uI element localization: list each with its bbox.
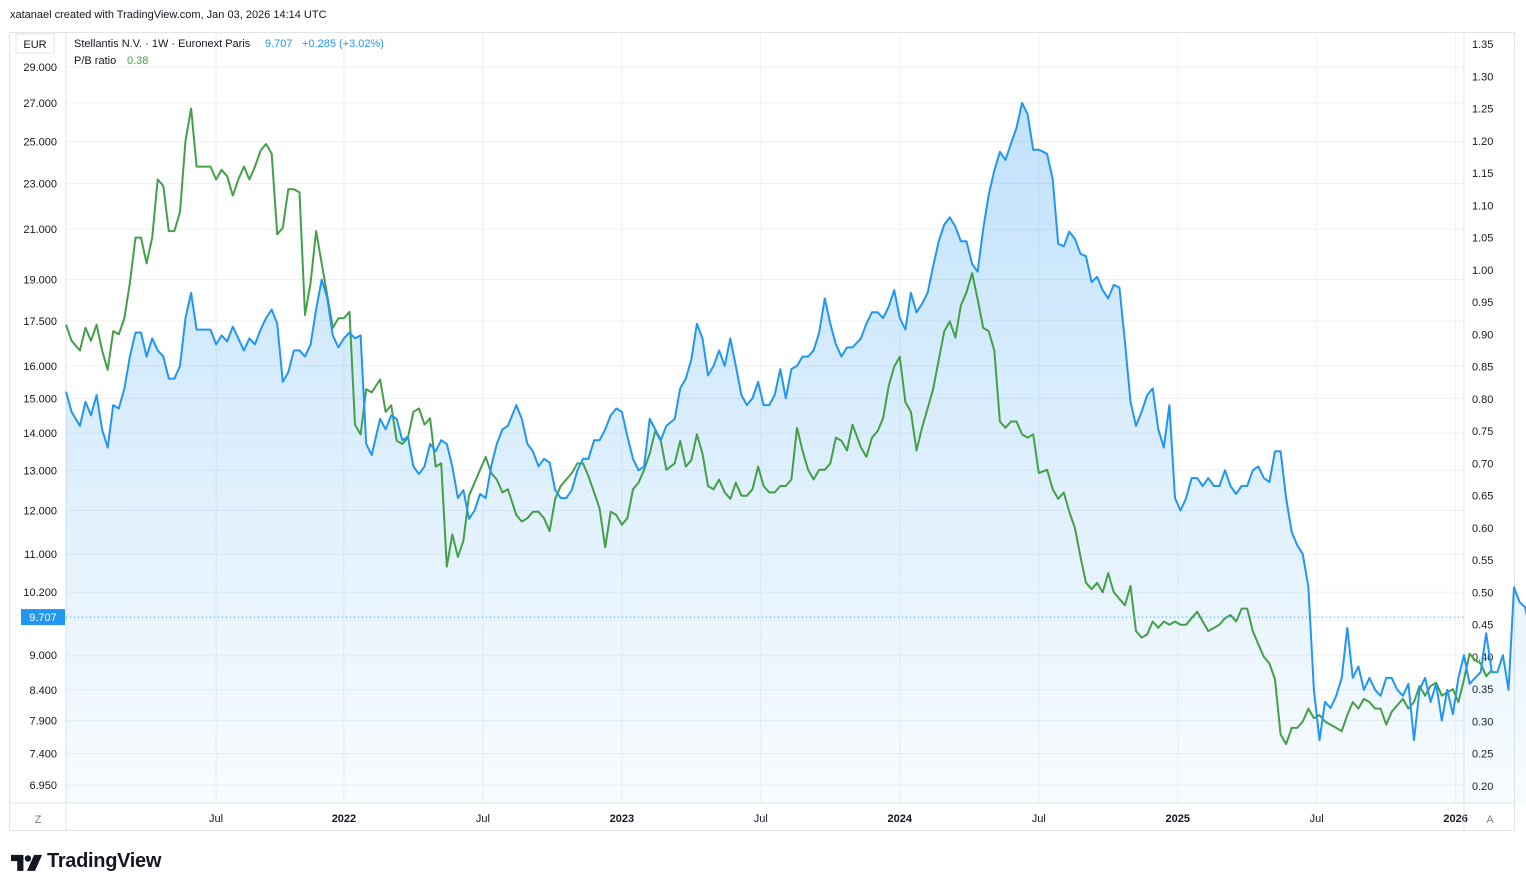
- x-axis-tick-label: 2022: [332, 813, 356, 825]
- left-axis-tick-label: 7.900: [29, 716, 57, 728]
- corner-left-label: Z: [35, 814, 42, 826]
- series-layer: [65, 101, 1526, 803]
- tradingview-logo-text: TradingView: [47, 850, 162, 872]
- tradingview-logo[interactable]: TradingView: [11, 850, 161, 873]
- currency-label: EUR: [23, 39, 46, 51]
- right-axis-tick-label: 0.70: [1472, 458, 1493, 470]
- x-axis-tick-label: 2023: [610, 813, 634, 825]
- x-axis-tick-label: Jul: [209, 813, 223, 825]
- right-axis-tick-label: 1.30: [1472, 71, 1493, 83]
- legend-price: 9.707: [265, 38, 293, 50]
- right-axis-tick-label: 1.25: [1472, 104, 1493, 116]
- label-layer: 9.707: [21, 609, 1464, 626]
- x-axis-tick-label: Jul: [1032, 813, 1046, 825]
- right-axis-tick-label: 1.10: [1472, 200, 1493, 212]
- right-axis-tick-label: 0.80: [1472, 394, 1493, 406]
- left-axis-tick-label: 27.000: [23, 98, 57, 110]
- right-axis-tick-label: 0.45: [1472, 620, 1493, 632]
- left-axis-tick-label: 15.000: [23, 393, 57, 405]
- right-axis-tick-label: 0.50: [1472, 587, 1493, 599]
- x-axis-tick-label: 2025: [1165, 813, 1189, 825]
- x-axis-tick-label: 2026: [1443, 813, 1467, 825]
- last-price-badge: [21, 609, 65, 626]
- auto-scale-button[interactable]: A: [1486, 814, 1494, 826]
- left-axis-tick-label: 9.000: [29, 650, 57, 662]
- left-axis-tick-label: 25.000: [23, 137, 57, 149]
- legend-change: +0.285 (+3.02%): [302, 38, 384, 50]
- right-axis-tick-label: 0.60: [1472, 523, 1493, 535]
- x-axis-tick-label: Jul: [754, 813, 768, 825]
- left-axis-tick-label: 17.500: [23, 316, 57, 328]
- currency-box[interactable]: EUR: [15, 33, 55, 54]
- corner-right-label: A: [1486, 814, 1494, 826]
- right-axis-tick-label: 0.85: [1472, 362, 1493, 374]
- timezone-button[interactable]: Z: [35, 814, 42, 826]
- left-axis-tick-label: 7.400: [29, 748, 57, 760]
- left-axis-tick-label: 6.950: [29, 780, 57, 792]
- left-axis-tick-label: 23.000: [23, 179, 57, 191]
- left-axis-tick-label: 19.000: [23, 275, 57, 287]
- left-axis-tick-label: 10.200: [23, 587, 57, 599]
- tradingview-logo-icon: [11, 854, 43, 871]
- legend-pb-value: 0.38: [127, 55, 148, 67]
- right-axis-tick-label: 1.20: [1472, 136, 1493, 148]
- right-axis-tick-label: 0.65: [1472, 491, 1493, 503]
- right-axis-tick-label: 0.95: [1472, 297, 1493, 309]
- left-axis-tick-label: 13.000: [23, 465, 57, 477]
- x-axis-tick-label: 2024: [888, 813, 913, 825]
- legend: Stellantis N.V. · 1W · Euronext Paris 9.…: [74, 38, 384, 67]
- left-axis-tick-label: 16.000: [23, 361, 57, 373]
- left-axis-tick-label: 8.400: [29, 685, 57, 697]
- right-axis-tick-label: 0.90: [1472, 329, 1493, 341]
- x-axis-tick-label: Jul: [476, 813, 490, 825]
- price-area-fill: [66, 102, 1526, 803]
- right-axis-tick-label: 1.35: [1472, 39, 1493, 51]
- legend-pb-label: P/B ratio: [74, 55, 116, 67]
- right-axis-tick-label: 1.00: [1472, 265, 1493, 277]
- left-axis-tick-label: 14.000: [23, 428, 57, 440]
- right-axis-tick-label: 0.55: [1472, 555, 1493, 567]
- x-axis-tick-label: Jul: [1310, 813, 1324, 825]
- legend-symbol: Stellantis N.V. · 1W · Euronext Paris: [74, 38, 251, 50]
- left-axis-tick-label: 11.000: [24, 549, 57, 561]
- right-axis-tick-label: 1.05: [1472, 233, 1493, 245]
- left-axis-tick-label: 21.000: [23, 224, 57, 236]
- price-line: [65, 101, 1526, 742]
- right-axis-tick-label: 1.15: [1472, 168, 1493, 180]
- left-axis-tick-label: 12.000: [23, 505, 57, 517]
- pb-ratio-line: [65, 107, 1493, 746]
- left-axis-tick-label: 29.000: [23, 62, 57, 74]
- right-axis-tick-label: 0.75: [1472, 426, 1493, 438]
- attribution-text: xatanael created with TradingView.com, J…: [10, 9, 327, 21]
- chart-frame: [9, 32, 1515, 831]
- last-price-label: 9.707: [29, 612, 57, 624]
